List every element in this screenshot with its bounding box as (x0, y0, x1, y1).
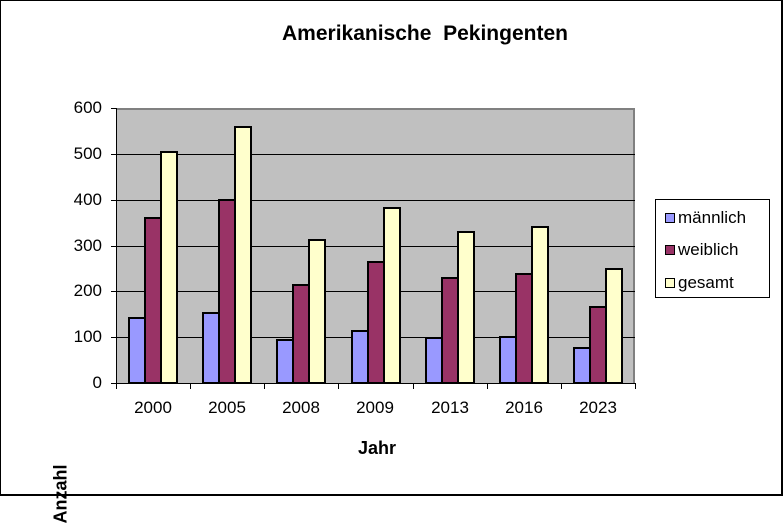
x-tick-mark (487, 383, 488, 389)
y-tick-label: 300 (73, 236, 102, 255)
y-tick-label: 0 (92, 373, 102, 392)
x-axis-title: Jahr (357, 438, 397, 458)
chart-title: Amerikanische Pekingenten (282, 22, 568, 45)
legend-swatch-maennlich (665, 213, 675, 223)
bar-2009-gesamt (383, 207, 401, 384)
x-tick-label: 2016 (505, 398, 543, 417)
gridline (116, 200, 635, 201)
x-tick-mark (264, 383, 265, 389)
y-tick-label: 200 (73, 281, 102, 300)
x-tick-label: 2008 (282, 398, 320, 417)
legend-swatch-gesamt (665, 278, 675, 288)
x-tick-mark (190, 383, 191, 389)
bar-2023-gesamt (605, 268, 623, 384)
bar-2016-gesamt (531, 226, 549, 384)
legend-label-weiblich: weiblich (678, 240, 739, 259)
y-tick-label: 100 (73, 327, 102, 346)
bar-2000-gesamt (160, 151, 178, 384)
x-tick-mark (116, 383, 117, 389)
y-tick-mark (111, 154, 117, 155)
legend-item-weiblich: weiblich (665, 240, 738, 260)
bar-2008-gesamt (308, 239, 326, 384)
x-tick-label: 2005 (208, 398, 246, 417)
gridline (116, 246, 635, 247)
y-tick-mark (111, 200, 117, 201)
legend-label-maennlich: männlich (678, 208, 747, 227)
x-tick-label: 2013 (431, 398, 469, 417)
x-tick-label: 2023 (579, 398, 617, 417)
y-tick-mark (111, 383, 117, 384)
y-axis-title: Anzahl (50, 464, 71, 524)
y-tick-mark (111, 246, 117, 247)
y-tick-label: 600 (73, 98, 102, 117)
legend-swatch-weiblich (665, 245, 675, 255)
x-tick-mark (561, 383, 562, 389)
x-tick-label: 2000 (134, 398, 172, 417)
legend: männlich weiblich gesamt (655, 199, 770, 298)
y-tick-label: 400 (73, 190, 102, 209)
x-tick-mark (413, 383, 414, 389)
x-tick-mark (635, 383, 636, 389)
bar-2005-gesamt (234, 126, 252, 384)
y-tick-label: 500 (73, 144, 102, 163)
y-tick-mark (111, 337, 117, 338)
bar-2013-gesamt (457, 231, 475, 384)
gridline (116, 154, 635, 155)
y-tick-mark (111, 108, 117, 109)
legend-item-maennlich: männlich (665, 208, 746, 228)
x-tick-label: 2009 (356, 398, 394, 417)
legend-item-gesamt: gesamt (665, 273, 734, 293)
x-tick-mark (338, 383, 339, 389)
legend-label-gesamt: gesamt (678, 273, 734, 292)
y-tick-mark (111, 291, 117, 292)
